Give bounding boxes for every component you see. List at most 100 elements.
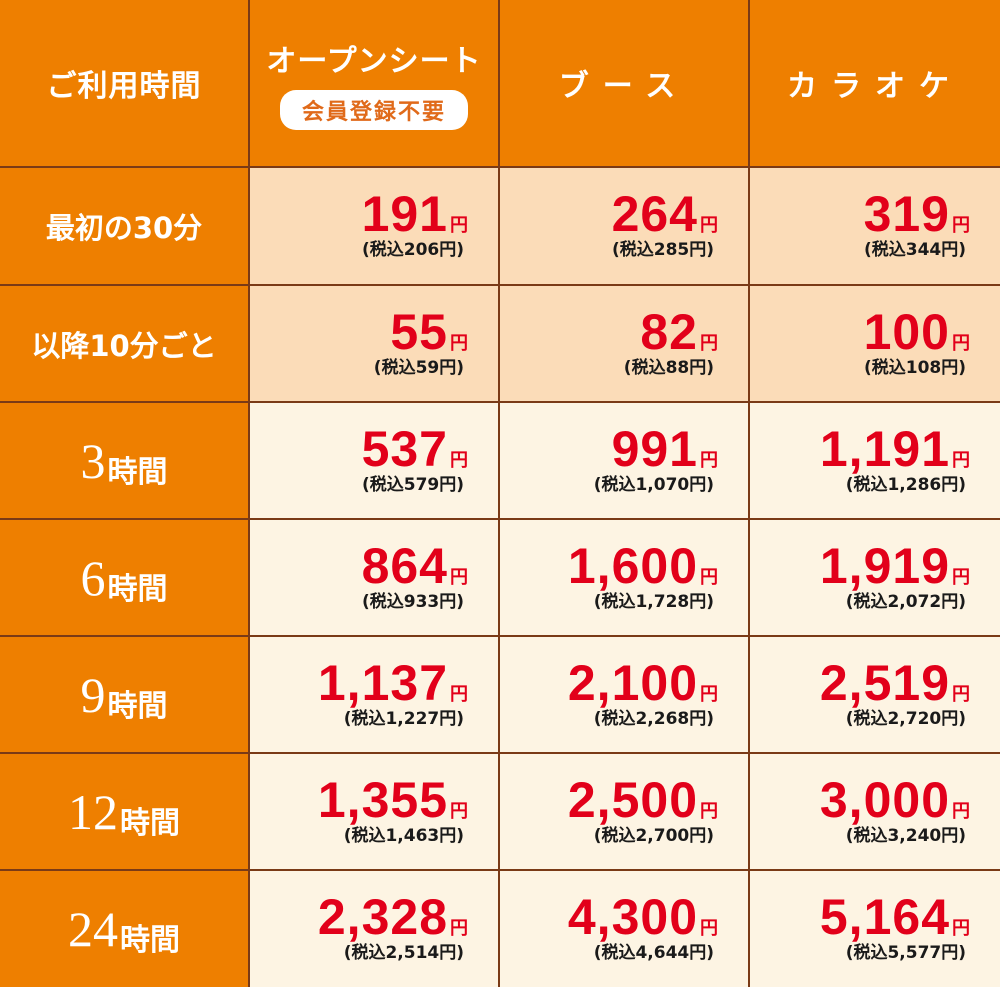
price-cell: 2,500 円 (税込2,700円) xyxy=(500,754,750,871)
price-amount: 1,137 xyxy=(317,654,448,711)
price-cell: 1,191 円 (税込1,286円) xyxy=(750,403,1000,520)
price-amount: 991 xyxy=(611,420,698,477)
yen-unit: 円 xyxy=(952,215,970,236)
price-cell: 1,919 円 (税込2,072円) xyxy=(750,520,1000,637)
tax-included-price: (税込579円) xyxy=(361,474,464,495)
price-cell: 191 円 (税込206円) xyxy=(250,168,500,286)
tax-included-price: (税込933円) xyxy=(361,591,464,612)
row-label-suffix: 時間 xyxy=(120,923,180,958)
price-cell: 100 円 (税込108円) xyxy=(750,286,1000,403)
tax-included-price: (税込1,463円) xyxy=(343,825,464,846)
price-amount: 55 xyxy=(390,303,448,360)
price-amount: 537 xyxy=(361,420,448,477)
row-label-number: 6 xyxy=(80,549,106,606)
tax-included-price: (税込2,720円) xyxy=(845,708,966,729)
tax-included-price: (税込1,070円) xyxy=(593,474,714,495)
price-cell: 3,000 円 (税込3,240円) xyxy=(750,754,1000,871)
row-label: 最初の30分 xyxy=(0,168,250,286)
yen-unit: 円 xyxy=(700,800,718,822)
price-amount: 1,919 xyxy=(819,537,950,594)
yen-unit: 円 xyxy=(450,332,468,354)
tax-included-price: (税込1,286円) xyxy=(845,474,966,495)
price-cell: 55 円 (税込59円) xyxy=(250,286,500,403)
price-amount: 2,519 xyxy=(819,654,950,711)
row-label-text: 最初の30分 xyxy=(45,211,203,245)
price-cell: 5,164 円 (税込5,577円) xyxy=(750,871,1000,987)
yen-unit: 円 xyxy=(952,800,970,822)
price-amount: 191 xyxy=(361,186,448,242)
row-label-suffix: 時間 xyxy=(120,805,180,841)
yen-unit: 円 xyxy=(450,800,468,822)
tax-included-price: (税込1,227円) xyxy=(343,708,464,729)
yen-unit: 円 xyxy=(450,683,468,705)
price-amount: 1,191 xyxy=(819,420,950,477)
price-cell: 4,300 円 (税込4,644円) xyxy=(500,871,750,987)
row-label: 9 時間 xyxy=(0,637,250,754)
row-label: 6 時間 xyxy=(0,520,250,637)
price-cell: 2,519 円 (税込2,720円) xyxy=(750,637,1000,754)
tax-included-price: (税込59円) xyxy=(373,357,464,378)
header-time-label-cell: ご利用時間 xyxy=(0,0,250,168)
row-label: 24 時間 xyxy=(0,871,250,987)
price-cell: 991 円 (税込1,070円) xyxy=(500,403,750,520)
row-label-suffix: 時間 xyxy=(107,571,168,607)
yen-unit: 円 xyxy=(700,332,718,354)
header-karaoke: カラオケ xyxy=(787,69,963,104)
price-amount: 264 xyxy=(611,186,698,242)
no-membership-badge: 会員登録不要 xyxy=(279,90,468,130)
tax-included-price: (税込5,577円) xyxy=(845,943,966,963)
yen-unit: 円 xyxy=(700,918,718,939)
price-cell: 537 円 (税込579円) xyxy=(250,403,500,520)
tax-included-price: (税込2,514円) xyxy=(343,943,464,963)
row-label: 12 時間 xyxy=(0,754,250,871)
row-label-suffix: 時間 xyxy=(107,454,168,490)
row-label: 3 時間 xyxy=(0,403,250,520)
header-open-seat-cell: オープンシート 会員登録不要 xyxy=(250,0,500,168)
tax-included-price: (税込3,240円) xyxy=(845,825,966,846)
tax-included-price: (税込1,728円) xyxy=(593,591,714,612)
price-cell: 864 円 (税込933円) xyxy=(250,520,500,637)
yen-unit: 円 xyxy=(700,215,718,236)
price-amount: 100 xyxy=(863,303,950,360)
yen-unit: 円 xyxy=(952,683,970,705)
row-label-text: 以降10分ごと xyxy=(31,328,217,363)
yen-unit: 円 xyxy=(952,449,970,471)
price-cell: 2,100 円 (税込2,268円) xyxy=(500,637,750,754)
row-label-number: 3 xyxy=(80,432,106,489)
row-label-number: 9 xyxy=(80,666,106,723)
price-amount: 864 xyxy=(361,537,448,594)
price-cell: 1,355 円 (税込1,463円) xyxy=(250,754,500,871)
yen-unit: 円 xyxy=(700,683,718,705)
header-booth-cell: ブース xyxy=(500,0,750,168)
price-cell: 319 円 (税込344円) xyxy=(750,168,1000,286)
tax-included-price: (税込285円) xyxy=(611,240,714,260)
header-booth: ブース xyxy=(558,69,690,104)
row-label-suffix: 時間 xyxy=(107,688,168,724)
yen-unit: 円 xyxy=(952,918,970,939)
tax-included-price: (税込4,644円) xyxy=(593,943,714,963)
header-time-label: ご利用時間 xyxy=(46,69,202,104)
price-cell: 2,328 円 (税込2,514円) xyxy=(250,871,500,987)
price-amount: 4,300 xyxy=(567,889,698,945)
yen-unit: 円 xyxy=(700,566,718,588)
yen-unit: 円 xyxy=(450,566,468,588)
price-cell: 1,600 円 (税込1,728円) xyxy=(500,520,750,637)
row-label: 以降10分ごと xyxy=(0,286,250,403)
price-cell: 1,137 円 (税込1,227円) xyxy=(250,637,500,754)
price-amount: 2,100 xyxy=(567,654,698,711)
header-karaoke-cell: カラオケ xyxy=(750,0,1000,168)
tax-included-price: (税込344円) xyxy=(863,240,966,260)
price-amount: 1,355 xyxy=(317,771,448,828)
yen-unit: 円 xyxy=(450,215,468,236)
row-label-number: 24 xyxy=(68,901,118,957)
price-amount: 1,600 xyxy=(567,537,698,594)
tax-included-price: (税込2,700円) xyxy=(593,825,714,846)
tax-included-price: (税込206円) xyxy=(361,240,464,260)
price-cell: 82 円 (税込88円) xyxy=(500,286,750,403)
price-amount: 3,000 xyxy=(819,771,950,828)
price-amount: 2,500 xyxy=(567,771,698,828)
price-amount: 82 xyxy=(640,303,698,360)
price-amount: 319 xyxy=(863,186,950,242)
yen-unit: 円 xyxy=(450,449,468,471)
